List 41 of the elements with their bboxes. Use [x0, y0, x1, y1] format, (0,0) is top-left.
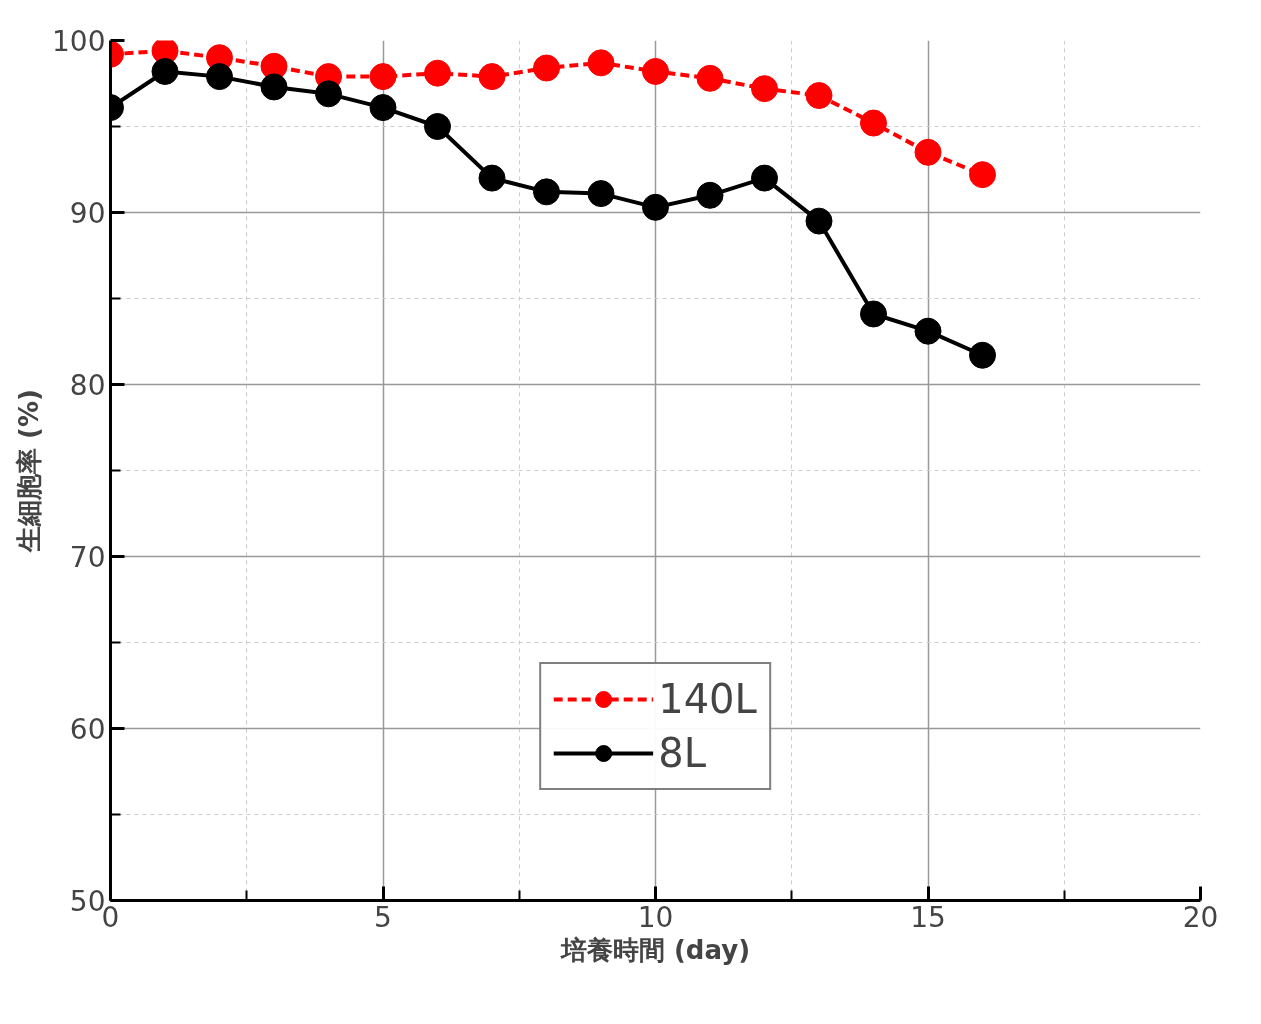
point	[260, 73, 288, 101]
point	[751, 75, 778, 103]
point	[369, 63, 397, 91]
legend-label: 8L	[658, 730, 706, 776]
x-tick-label: 15	[910, 900, 946, 934]
point	[805, 207, 833, 235]
point	[587, 49, 615, 77]
x-tick-label: 10	[637, 900, 674, 934]
point	[315, 80, 342, 108]
x-tick-label: 5	[374, 900, 392, 934]
point	[860, 109, 887, 137]
point	[533, 178, 560, 206]
y-tick-label: 90	[69, 197, 106, 230]
point	[424, 113, 451, 140]
x-tick-label: 20	[1182, 900, 1219, 934]
point	[860, 300, 887, 328]
point	[642, 193, 669, 221]
point	[478, 164, 506, 192]
point	[424, 59, 451, 87]
point	[533, 54, 560, 82]
point	[696, 64, 724, 92]
point	[642, 57, 669, 85]
y-tick-label: 60	[69, 713, 106, 746]
point	[478, 63, 506, 91]
point	[969, 161, 996, 189]
point	[696, 181, 724, 209]
point	[805, 82, 833, 110]
y-axis-title: 生細胞率 (%)	[14, 389, 45, 553]
point	[369, 94, 397, 122]
point	[969, 341, 996, 369]
y-tick-label: 80	[69, 369, 106, 402]
legend-label: 140L	[658, 676, 757, 722]
y-tick-label: 70	[69, 541, 106, 574]
y-tick-label: 100	[52, 25, 106, 58]
point	[587, 180, 615, 208]
point	[751, 164, 778, 192]
point	[914, 317, 942, 345]
point	[914, 138, 942, 166]
point	[206, 63, 233, 91]
point	[151, 57, 179, 85]
x-axis-title: 培養時間 (day)	[558, 934, 751, 965]
